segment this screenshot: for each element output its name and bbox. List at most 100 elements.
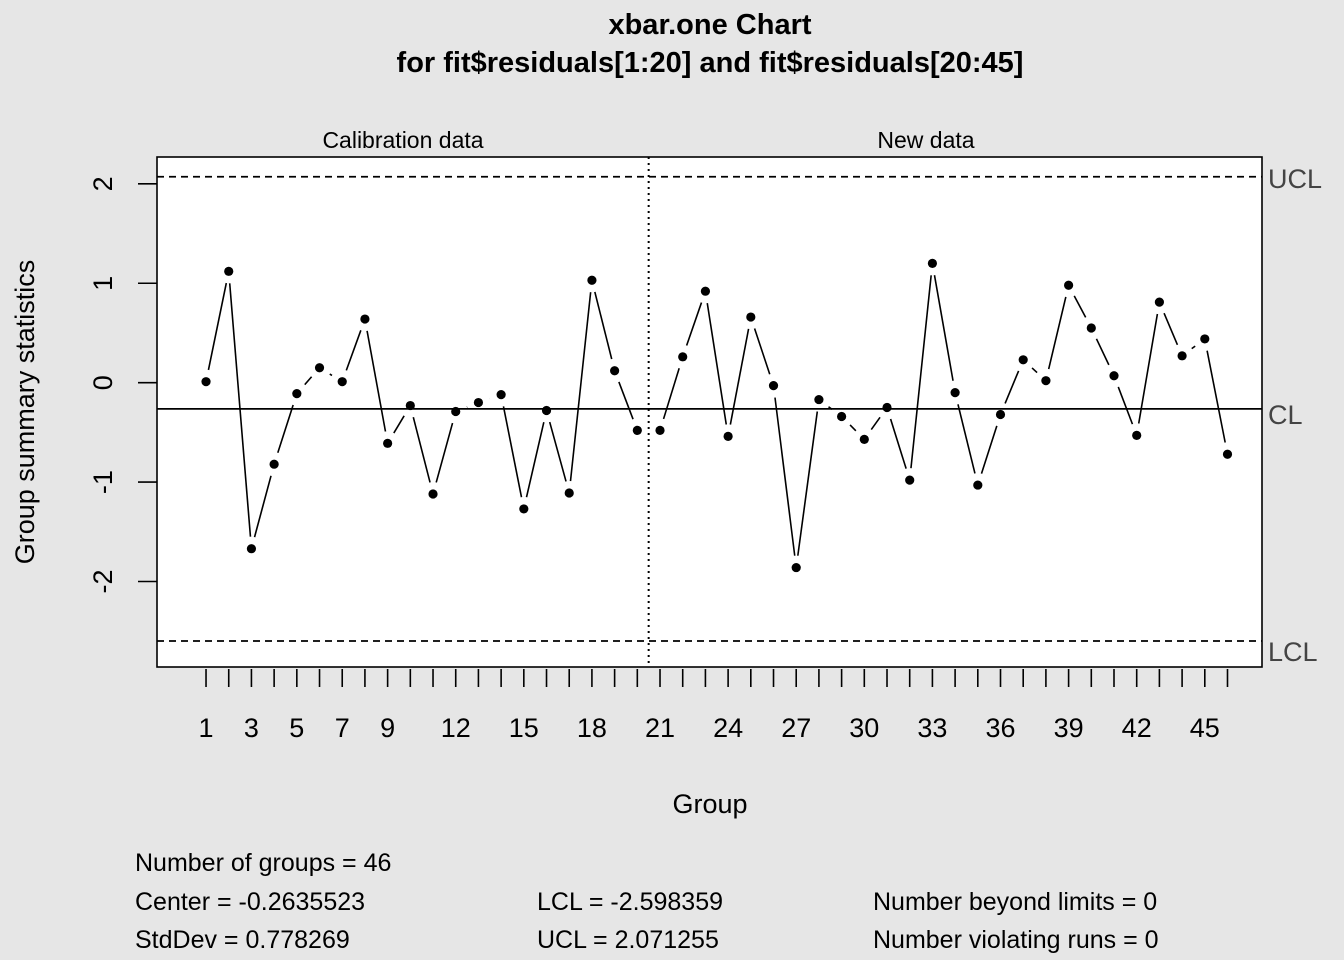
series-line-segment [957,404,976,474]
data-point [292,389,302,399]
data-point [496,390,506,400]
data-point [1064,280,1074,290]
data-point [451,406,461,417]
data-point [814,394,824,405]
series-line-segment [366,330,387,432]
stat-stddev: StdDev = 0.778269 [135,926,350,954]
series-line-segment [933,275,954,381]
x-axis-label: Group [672,789,747,819]
data-point [587,275,597,285]
series-line-segment [910,275,932,469]
x-tick-label: 33 [917,713,947,743]
x-tick-label: 24 [713,713,743,743]
data-point [950,388,960,398]
series-line-segment [1095,338,1110,366]
series-line-segment [228,283,252,537]
series-line-segment [1031,367,1038,374]
series-line-segment [1137,313,1159,424]
x-tick-label: 12 [441,713,471,743]
series-line-segment [1206,350,1226,443]
data-point [837,411,847,422]
series-line-segment [1117,386,1134,425]
x-tick-label: 3 [244,713,259,743]
data-point [1200,334,1210,344]
stat-number-of-groups: Number of groups = 46 [135,849,391,877]
data-point [655,425,665,435]
data-point [383,438,393,448]
segment-label-calibration: Calibration data [322,127,483,153]
chart-subtitle: for fit$residuals[1:20] and fit$residual… [397,47,1024,79]
data-point [768,381,779,391]
data-point [1132,430,1142,440]
series-line-segment [569,292,592,482]
data-point [610,366,620,376]
series-line-segment [980,425,998,474]
series-line-segment [207,282,228,371]
data-point [473,397,484,408]
y-tick-label: 2 [88,176,118,191]
plot-area [156,156,1263,668]
data-point [224,266,234,276]
stat-ucl: UCL = 2.071255 [537,926,719,954]
series-line-segment [706,302,728,425]
series-line-segment [685,302,703,346]
data-point [1041,376,1051,386]
y-axis-label: Group summary statistics [10,260,40,565]
data-point [1109,371,1119,381]
data-point [246,544,257,554]
x-tick-label: 15 [509,713,539,743]
reference-lines [157,157,1262,667]
series-line-segment [729,328,750,425]
data-point [564,488,574,498]
series-line-segment [435,422,454,483]
series-line-segment [774,397,796,556]
series-line-segment [828,406,833,410]
series-line-segment [870,416,881,431]
x-tick-label: 9 [380,713,395,743]
data-point [337,377,347,387]
data-point [700,286,711,296]
series-line-segment [1004,370,1020,404]
series-line-segment [797,411,819,556]
series-line-segment [889,418,907,469]
data-point [746,312,756,322]
data-point [314,363,325,373]
series-line-segment [329,373,333,377]
data-point [678,352,688,362]
data-point [519,504,529,514]
data-point [882,402,892,413]
x-tick-label: 7 [335,713,350,743]
series-line-segment [753,328,771,375]
series-line-segment [618,381,634,420]
segment-label-new: New data [877,127,974,153]
series-line-segment [662,368,680,420]
series-line-segment [1047,296,1067,370]
series-group [201,258,1233,573]
series-line-segment [304,376,313,386]
data-point [269,459,279,469]
data-point [405,400,415,411]
data-point [927,258,938,268]
x-tick-label: 30 [849,713,879,743]
series-line-segment [502,406,523,498]
data-point [1177,351,1187,361]
data-point [723,431,733,441]
y-tick-label: -2 [88,569,118,593]
series-line-segment [345,330,362,371]
ucl-label: UCL [1268,164,1322,194]
data-point [1154,297,1164,307]
stat-violating-runs: Number violating runs = 0 [873,926,1159,954]
x-tick-label: 5 [289,713,304,743]
x-tick-label: 39 [1054,713,1084,743]
y-tick-label: 0 [88,375,118,390]
x-tick-label: 36 [985,713,1015,743]
x-tick-label: 42 [1122,713,1152,743]
data-point [428,489,438,499]
data-point [859,434,869,444]
data-point [360,314,370,324]
series-line-segment [548,421,567,482]
data-point [541,405,552,416]
series-line-segment [594,291,613,360]
data-point [632,425,642,435]
